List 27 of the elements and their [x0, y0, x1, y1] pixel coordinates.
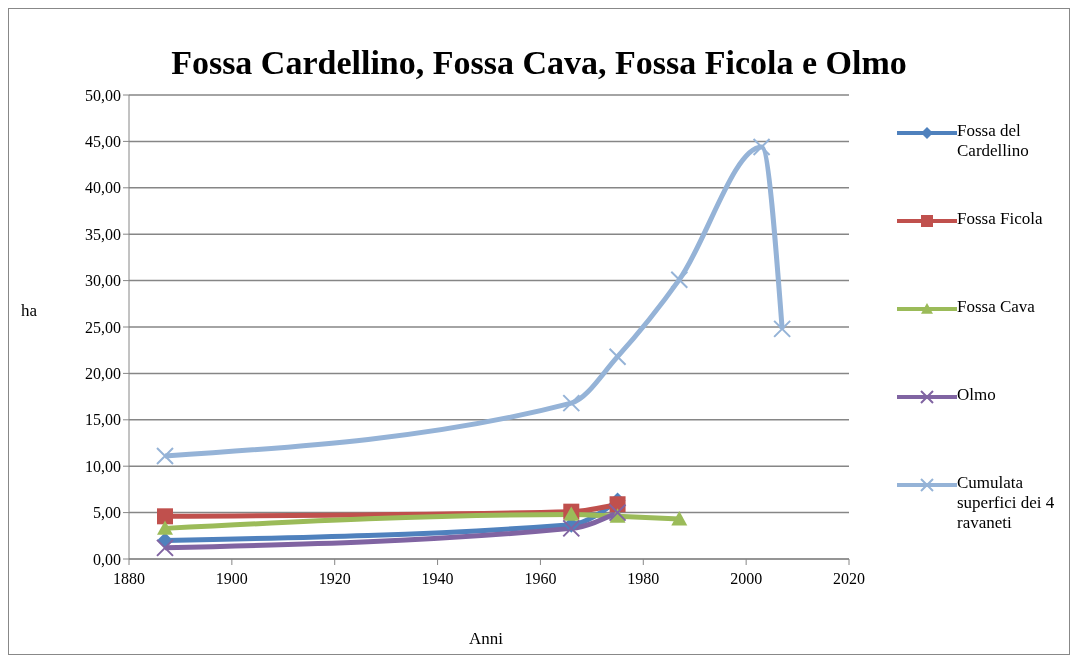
legend-label: Fossa del Cardellino	[957, 121, 1030, 161]
x-tick-label: 2020	[833, 570, 865, 588]
legend-label: Olmo	[957, 385, 997, 405]
y-tick-label: 20,00	[85, 365, 121, 383]
chart-title: Fossa Cardellino, Fossa Cava, Fossa Ficola e Olmo	[170, 44, 908, 82]
x-axis-title: Anni	[469, 629, 503, 649]
x-tick-label: 2000	[730, 570, 763, 588]
legend-label: Fossa Cava	[957, 297, 1036, 317]
y-tick-label: 45,00	[85, 133, 121, 151]
legend-label: Fossa Ficola	[957, 209, 1044, 229]
x-tick-label: 1920	[318, 570, 351, 588]
y-tick-label: 10,00	[85, 457, 121, 475]
y-tick-label: 35,00	[85, 225, 121, 243]
y-tick-label: 30,00	[85, 272, 121, 290]
y-tick-label: 40,00	[85, 179, 121, 197]
x-tick-label: 1940	[421, 570, 454, 588]
legend-label: Cumulata superfici dei 4 ravaneti	[957, 473, 1056, 533]
y-tick-label: 25,00	[85, 318, 121, 336]
y-axis-title: ha	[21, 301, 38, 321]
x-tick-label: 1900	[215, 570, 248, 588]
y-tick-label: 15,00	[85, 411, 121, 429]
y-tick-label: 5,00	[93, 504, 121, 522]
x-tick-label: 1980	[627, 570, 660, 588]
x-tick-label: 1960	[524, 570, 557, 588]
y-tick-label: 0,00	[93, 550, 121, 568]
y-tick-label: 50,00	[85, 86, 121, 104]
x-tick-label: 1880	[113, 570, 145, 588]
